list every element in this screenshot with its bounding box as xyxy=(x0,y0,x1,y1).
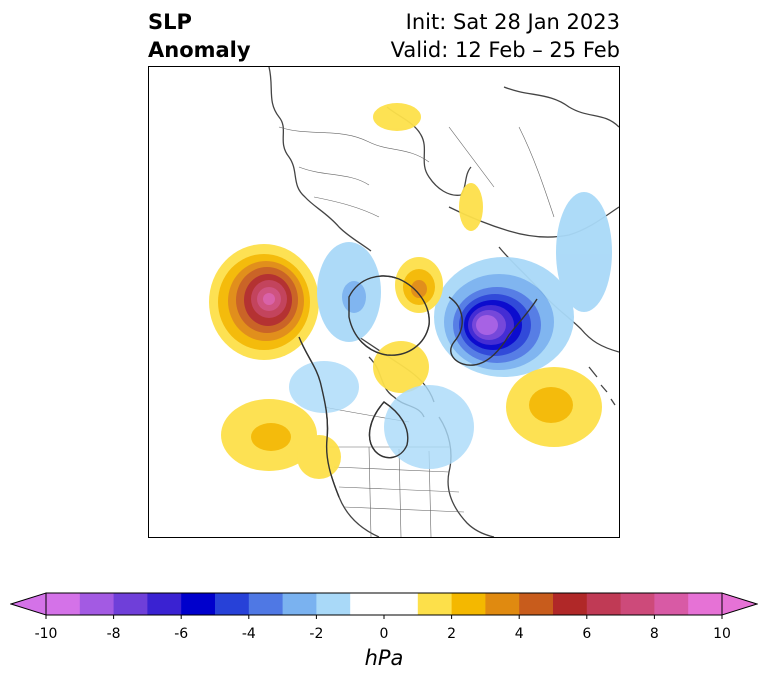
colorbar-tick-label: 4 xyxy=(514,626,524,642)
anomaly-contours xyxy=(209,103,612,479)
colorbar-swatch xyxy=(688,593,723,615)
colorbar-swatch xyxy=(485,593,520,615)
colorbar-swatch xyxy=(654,593,689,615)
colorbar-swatch xyxy=(620,593,655,615)
colorbar-tick-label: -6 xyxy=(174,626,189,642)
map-panel xyxy=(148,66,620,538)
colorbar-swatch xyxy=(181,593,216,615)
colorbar-swatch xyxy=(519,593,554,615)
colorbar-tick-label: -8 xyxy=(106,626,121,642)
colorbar-swatch xyxy=(113,593,148,615)
colorbar-swatch xyxy=(215,593,250,615)
colorbar-swatch xyxy=(282,593,317,615)
colorbar xyxy=(10,592,758,619)
colorbar-swatch xyxy=(417,593,453,615)
title-line-2: Anomaly xyxy=(148,38,251,62)
colorbar-tick-label: 10 xyxy=(713,626,731,642)
colorbar-swatch xyxy=(147,593,182,615)
title-line-1: SLP xyxy=(148,10,192,34)
colorbar-swatch xyxy=(79,593,115,615)
colorbar-tick-label: -2 xyxy=(309,626,324,642)
colorbar-tick-label: -10 xyxy=(34,626,58,642)
colorbar-swatch xyxy=(451,593,486,615)
colorbar-unit-label: hPa xyxy=(364,646,404,670)
colorbar-tick-label: 2 xyxy=(447,626,457,642)
colorbar-swatch xyxy=(316,593,351,615)
colorbar-tick-label: 8 xyxy=(649,626,659,642)
colorbar-extend-max xyxy=(721,592,758,616)
valid-range: Valid: 12 Feb – 25 Feb xyxy=(390,38,620,62)
init-date: Init: Sat 28 Jan 2023 xyxy=(405,10,620,34)
colorbar-tick-label: -4 xyxy=(241,626,256,642)
colorbar-tick-label: 6 xyxy=(582,626,592,642)
coastline-overlay xyxy=(298,275,538,498)
map-title: SLP Anomaly xyxy=(148,8,251,64)
anomaly-map xyxy=(209,67,619,537)
colorbar-swatch xyxy=(586,593,622,615)
colorbar-swatch xyxy=(350,593,385,615)
colorbar-tick-label: 0 xyxy=(379,626,389,642)
colorbar-swatch xyxy=(384,593,419,615)
colorbar-swatch xyxy=(46,593,81,615)
colorbar-extend-min xyxy=(10,592,47,616)
colorbar-swatch xyxy=(553,593,588,615)
colorbar-swatch xyxy=(248,593,284,615)
map-dates: Init: Sat 28 Jan 2023 Valid: 12 Feb – 25… xyxy=(391,8,620,64)
